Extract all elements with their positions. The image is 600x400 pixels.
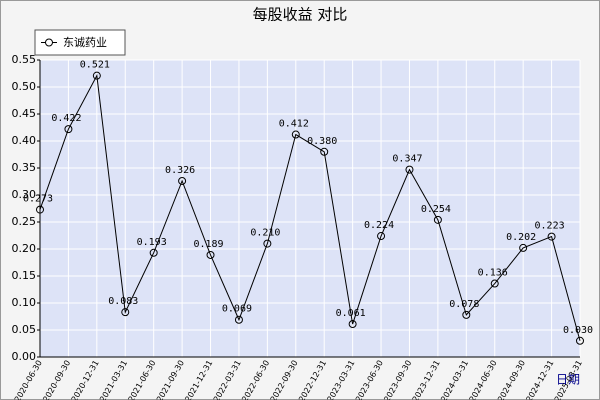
point [433,215,442,224]
point [149,248,158,257]
point [377,232,386,241]
point [92,71,101,80]
y-tick-label: 0.30 [12,188,37,201]
value-label: 0.412 [279,119,309,130]
point [64,125,73,134]
value-label: 0.202 [506,232,536,243]
point [234,315,243,324]
legend-label: 东诚药业 [63,36,107,49]
point [320,147,329,156]
series-line [39,74,581,341]
value-label: 0.210 [250,228,280,239]
point [519,243,528,252]
point [263,239,272,248]
value-label: 0.189 [193,239,223,250]
y-tick-label: 0.20 [12,242,37,255]
value-label: 0.061 [336,308,366,319]
point [206,250,215,259]
value-label: 0.422 [51,113,81,124]
chart-title: 每股收益 对比 [253,6,348,24]
plot-area [40,60,580,357]
y-tick-label: 0.05 [12,323,37,336]
value-label: 0.347 [392,154,422,165]
legend-marker [45,38,53,47]
point [405,165,414,174]
x-axis-label: 日期 [556,373,580,387]
value-label: 0.273 [23,194,53,205]
value-label: 0.521 [80,60,110,71]
value-label: 0.083 [108,296,138,307]
point [36,205,44,214]
point [178,176,187,185]
point [576,336,584,345]
y-tick-label: 0.45 [12,107,37,120]
y-tick-label: 0.10 [12,296,37,309]
value-label: 0.193 [137,237,167,248]
value-label: 0.030 [563,325,593,336]
point [547,232,556,241]
y-tick-label: 0.40 [12,134,37,147]
y-tick-label: 0.15 [12,269,37,282]
value-label: 0.326 [165,165,195,176]
value-label: 0.380 [307,136,337,147]
value-label: 0.069 [222,304,252,315]
point [348,320,357,329]
value-label: 0.136 [478,268,508,279]
point [490,279,499,288]
value-label: 0.078 [449,299,479,310]
point [462,310,471,319]
point [121,308,130,317]
y-tick-label: 0.50 [12,80,37,93]
y-tick-label: 0.55 [12,53,37,66]
value-label: 0.224 [364,220,394,231]
y-tick-label: 0.35 [12,161,37,174]
point [291,130,300,139]
y-tick-label: 0.25 [12,215,37,228]
value-label: 0.254 [421,204,451,215]
value-label: 0.223 [535,221,565,232]
y-tick-label: 0.00 [12,350,37,363]
